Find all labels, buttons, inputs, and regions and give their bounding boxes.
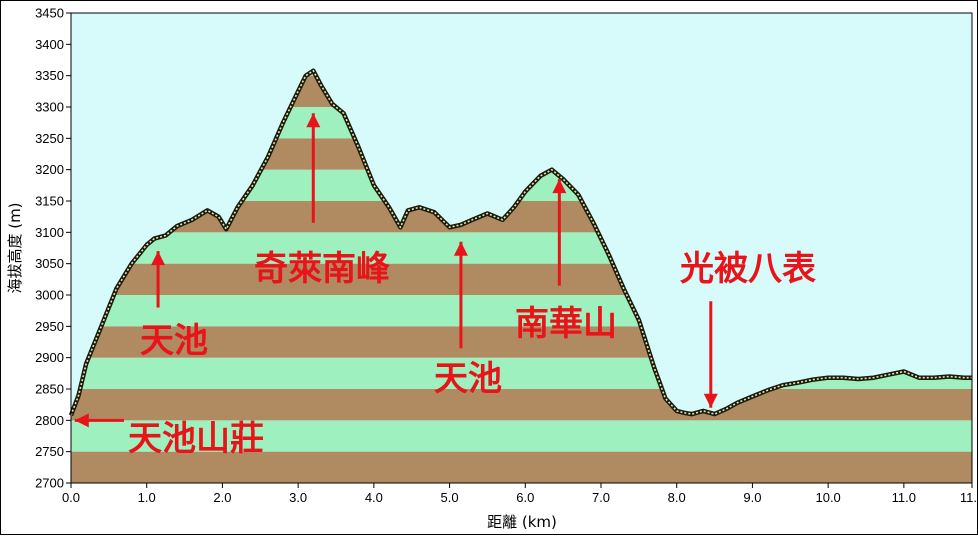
y-tick-label: 3250	[35, 131, 64, 146]
annotation-arrow-head	[703, 393, 718, 408]
annotation-arrow-head	[151, 251, 166, 266]
y-tick-label: 3300	[35, 100, 64, 115]
y-tick-label: 3200	[35, 162, 64, 177]
y-tick-label: 3000	[35, 288, 64, 303]
x-tick-label: 11.0	[892, 490, 916, 505]
x-tick-label: 4.0	[365, 490, 383, 505]
x-tick-label: 10.0	[815, 490, 840, 505]
y-tick-label: 2950	[35, 319, 64, 334]
profile-line	[70, 69, 972, 416]
y-tick-label: 3050	[35, 256, 64, 271]
plot-area	[68, 12, 973, 484]
y-axis-title: 海拔高度 (m)	[6, 202, 24, 293]
annotation-arrow-head	[552, 179, 567, 194]
x-tick-label: 6.0	[516, 490, 534, 505]
axis-ticks: 2700 2750 2800 2850 2900 2950 3000 3050 3100 3150…	[35, 6, 978, 506]
x-tick-label: 5.0	[441, 490, 459, 505]
x-tick-label: 7.0	[592, 490, 610, 505]
elevation-band	[71, 389, 972, 421]
annotation-arrow-head	[306, 113, 321, 128]
y-tick-label: 2700	[35, 476, 64, 491]
x-tick-label: 3.0	[289, 490, 307, 505]
y-tick-label: 2850	[35, 382, 64, 397]
x-tick-label: 0.0	[62, 490, 80, 505]
y-tick-label: 3100	[35, 225, 64, 240]
x-tick-label: 9.0	[743, 490, 761, 505]
y-tick-label: 2900	[35, 350, 64, 365]
annotation-label: 奇萊南峰	[254, 249, 390, 289]
plot-border	[70, 12, 973, 484]
y-tick-label: 3150	[35, 194, 64, 209]
x-tick-label: 11.9	[960, 490, 978, 505]
annotation-label: 天池山莊	[128, 419, 264, 459]
y-tick-label: 3350	[35, 68, 64, 83]
x-tick-label: 8.0	[668, 490, 686, 505]
y-tick-label: 3400	[35, 37, 64, 52]
annotation-label: 光被八表	[680, 249, 816, 289]
y-tick-label: 2800	[35, 413, 64, 428]
y-tick-label: 2750	[35, 444, 64, 459]
elevation-band	[71, 451, 972, 483]
annotation-arrow-head	[74, 413, 89, 428]
x-axis-title: 距離 (km)	[487, 513, 557, 531]
y-tick-label: 3450	[35, 6, 64, 21]
x-tick-label: 2.0	[213, 490, 231, 505]
elevation-band	[71, 420, 972, 452]
annotation-arrow-head	[453, 241, 468, 256]
annotation-label: 天池	[434, 359, 502, 399]
annotation-label: 天池	[140, 321, 208, 361]
annotation-label: 南華山	[515, 304, 617, 344]
x-tick-label: 1.0	[138, 490, 156, 505]
